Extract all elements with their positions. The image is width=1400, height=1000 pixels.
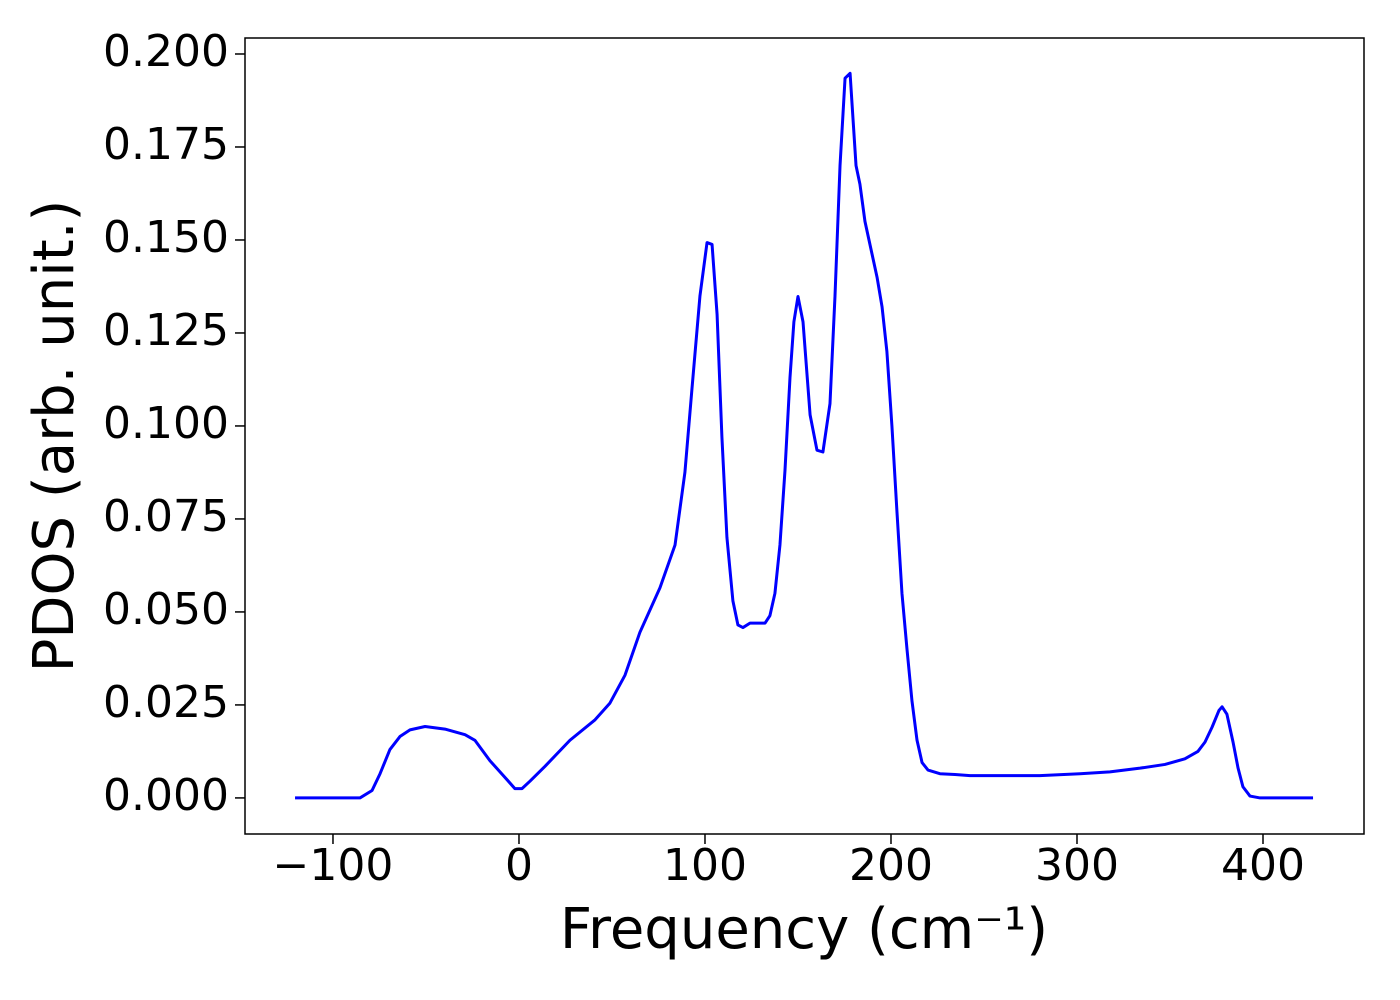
plot-frame [244,37,1365,835]
y-tick-label: 0.125 [103,305,229,356]
x-tick-label: 200 [849,840,933,891]
x-tick-label: −100 [273,840,394,891]
y-tick-label: 0.200 [103,26,229,77]
y-tick-label: 0.050 [103,584,229,635]
y-axis-label: PDOS (arb. unit.) [22,200,87,673]
data-line [295,71,1314,800]
x-axis-label: Frequency (cm⁻¹) [560,897,1048,962]
y-tick-label: 0.000 [103,770,229,821]
y-tick-label: 0.025 [103,677,229,728]
x-tick-label: 0 [505,840,533,891]
x-tick-label: 400 [1221,840,1305,891]
y-tick-label: 0.100 [103,398,229,449]
x-tick-label: 300 [1035,840,1119,891]
y-tick-label: 0.175 [103,119,229,170]
y-tick-label: 0.075 [103,491,229,542]
y-tick-label: 0.150 [103,212,229,263]
x-tick-label: 100 [663,840,747,891]
